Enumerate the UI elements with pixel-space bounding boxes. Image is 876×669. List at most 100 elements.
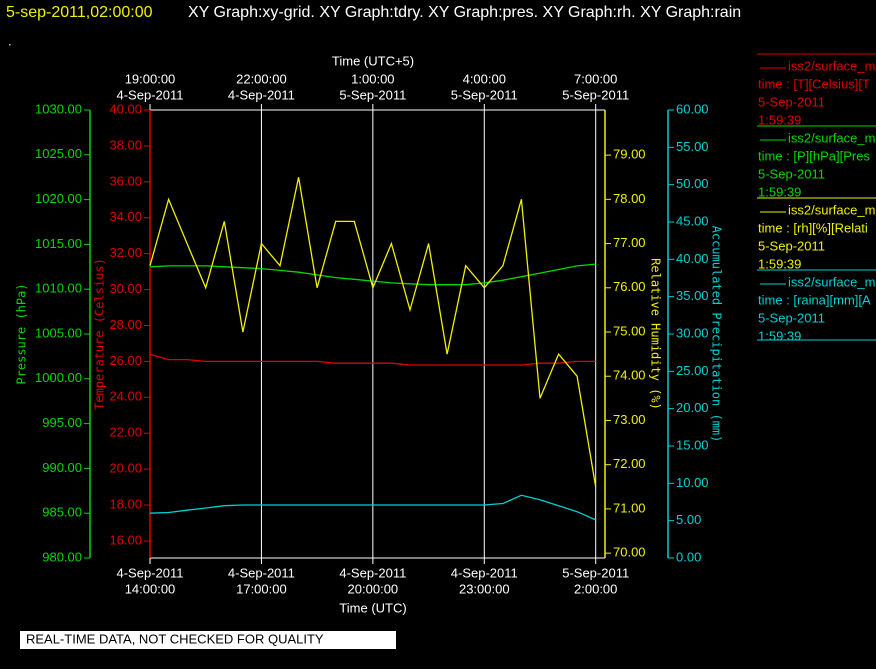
y-tick-label: 60.00 (676, 101, 709, 116)
y-tick-label: 1020.00 (35, 191, 82, 206)
x-tick-label: 20:00:00 (348, 581, 399, 596)
footer: REAL-TIME DATA, NOT CHECKED FOR QUALITY (26, 631, 324, 646)
legend-text: 1:59:39 (758, 328, 801, 343)
x2-tick-label: 5-Sep-2011 (562, 87, 629, 102)
y-axis-label: Accumulated Precipitation (mm) (710, 226, 724, 443)
y-tick-label: 78.00 (613, 191, 646, 206)
series-line (149, 263, 596, 286)
legend-text: 5-Sep-2011 (758, 94, 825, 109)
legend-text: time : [rh][%][Relati (758, 220, 868, 235)
y-tick-label: 22.00 (109, 425, 142, 440)
y-tick-label: 995.00 (42, 415, 82, 430)
header-time: 5-sep-2011,02:00:00 (6, 4, 153, 21)
y-tick-label: 26.00 (109, 353, 142, 368)
y-tick-label: 15.00 (676, 437, 709, 452)
series-line (149, 353, 596, 366)
x2-tick-label: 19:00:00 (125, 71, 176, 86)
x2-tick-label: 4-Sep-2011 (117, 87, 184, 102)
y-axis-label: Relative Humidity (%) (649, 258, 663, 410)
y-axis-label: Pressure (hPa) (15, 283, 29, 384)
y-tick-label: 45.00 (676, 213, 709, 228)
series-line (149, 177, 597, 487)
x2-tick-label: 1:00:00 (351, 71, 394, 86)
x-tick-label: 14:00:00 (125, 581, 176, 596)
y-tick-label: 18.00 (109, 496, 142, 511)
y-tick-label: 76.00 (613, 279, 646, 294)
y-tick-label: 1010.00 (35, 281, 82, 296)
y-tick-label: 20.00 (109, 461, 142, 476)
legend-text: 5-Sep-2011 (758, 166, 825, 181)
header-dot: . (8, 33, 12, 48)
x2-tick-label: 7:00:00 (574, 71, 617, 86)
x2-tick-label: 5-Sep-2011 (339, 87, 406, 102)
y-tick-label: 35.00 (676, 288, 709, 303)
y-tick-label: 25.00 (676, 363, 709, 378)
y-tick-label: 73.00 (613, 412, 646, 427)
y-tick-label: 77.00 (613, 235, 646, 250)
y-tick-label: 980.00 (42, 549, 82, 564)
x2-tick-label: 4-Sep-2011 (228, 87, 295, 102)
y-tick-label: 72.00 (613, 456, 646, 471)
x-tick-label: 4-Sep-2011 (228, 565, 295, 580)
y-tick-label: 75.00 (613, 323, 646, 338)
y-tick-label: 71.00 (613, 500, 646, 515)
y-tick-label: 1015.00 (35, 236, 82, 251)
series-line (149, 494, 596, 521)
x2-tick-label: 5-Sep-2011 (451, 87, 518, 102)
y-tick-label: 16.00 (109, 532, 142, 547)
y-tick-label: 79.00 (613, 147, 646, 162)
y-tick-label: 50.00 (676, 176, 709, 191)
legend-name: iss2/surface_me (788, 202, 876, 217)
header-graphs: XY Graph:xy-grid. XY Graph:tdry. XY Grap… (188, 4, 741, 21)
legend-text: 5-Sep-2011 (758, 238, 825, 253)
y-tick-label: 990.00 (42, 460, 82, 475)
x-tick-label: 23:00:00 (459, 581, 510, 596)
y-tick-label: 32.00 (109, 245, 142, 260)
y-tick-label: 985.00 (42, 505, 82, 520)
legend-text: 5-Sep-2011 (758, 310, 825, 325)
x2-tick-label: 22:00:00 (236, 71, 287, 86)
y-tick-label: 1030.00 (35, 101, 82, 116)
legend-text: 1:59:39 (758, 112, 801, 127)
x-tick-label: 4-Sep-2011 (339, 565, 406, 580)
y-tick-label: 34.00 (109, 209, 142, 224)
x-axis-label: Time (UTC) (339, 600, 406, 615)
x2-axis-label: Time (UTC+5) (332, 53, 414, 68)
legend-text: time : [raina][mm][A (758, 292, 871, 307)
x-tick-label: 4-Sep-2011 (117, 565, 184, 580)
y-tick-label: 70.00 (613, 545, 646, 560)
y-tick-label: 0.00 (676, 549, 701, 564)
y-tick-label: 1000.00 (35, 370, 82, 385)
x2-tick-label: 4:00:00 (463, 71, 506, 86)
x-tick-label: 5-Sep-2011 (562, 565, 629, 580)
y-tick-label: 28.00 (109, 317, 142, 332)
legend-name: iss2/surface_me (788, 274, 876, 289)
legend-text: time : [P][hPa][Pres (758, 148, 870, 163)
y-tick-label: 40.00 (676, 251, 709, 266)
y-tick-label: 38.00 (109, 137, 142, 152)
x-tick-label: 2:00:00 (574, 581, 617, 596)
legend-text: 1:59:39 (758, 184, 801, 199)
y-tick-label: 30.00 (676, 325, 709, 340)
legend-name: iss2/surface_me (788, 58, 876, 73)
footer-box (20, 631, 396, 649)
y-tick-label: 24.00 (109, 389, 142, 404)
legend-text: 1:59:39 (758, 256, 801, 271)
y-tick-label: 1005.00 (35, 325, 82, 340)
y-axis-label: Temperature (Celsius) (93, 258, 107, 410)
y-tick-label: 1025.00 (35, 146, 82, 161)
y-tick-label: 36.00 (109, 173, 142, 188)
y-tick-label: 20.00 (676, 400, 709, 415)
legend-text: time : [T][Celsius][T (758, 76, 870, 91)
x-tick-label: 17:00:00 (236, 581, 287, 596)
legend-name: iss2/surface_me (788, 130, 876, 145)
y-tick-label: 55.00 (676, 139, 709, 154)
y-tick-label: 40.00 (109, 101, 142, 116)
y-tick-label: 74.00 (613, 368, 646, 383)
y-tick-label: 30.00 (109, 281, 142, 296)
x-tick-label: 4-Sep-2011 (451, 565, 518, 580)
y-tick-label: 10.00 (676, 475, 709, 490)
y-tick-label: 5.00 (676, 512, 701, 527)
